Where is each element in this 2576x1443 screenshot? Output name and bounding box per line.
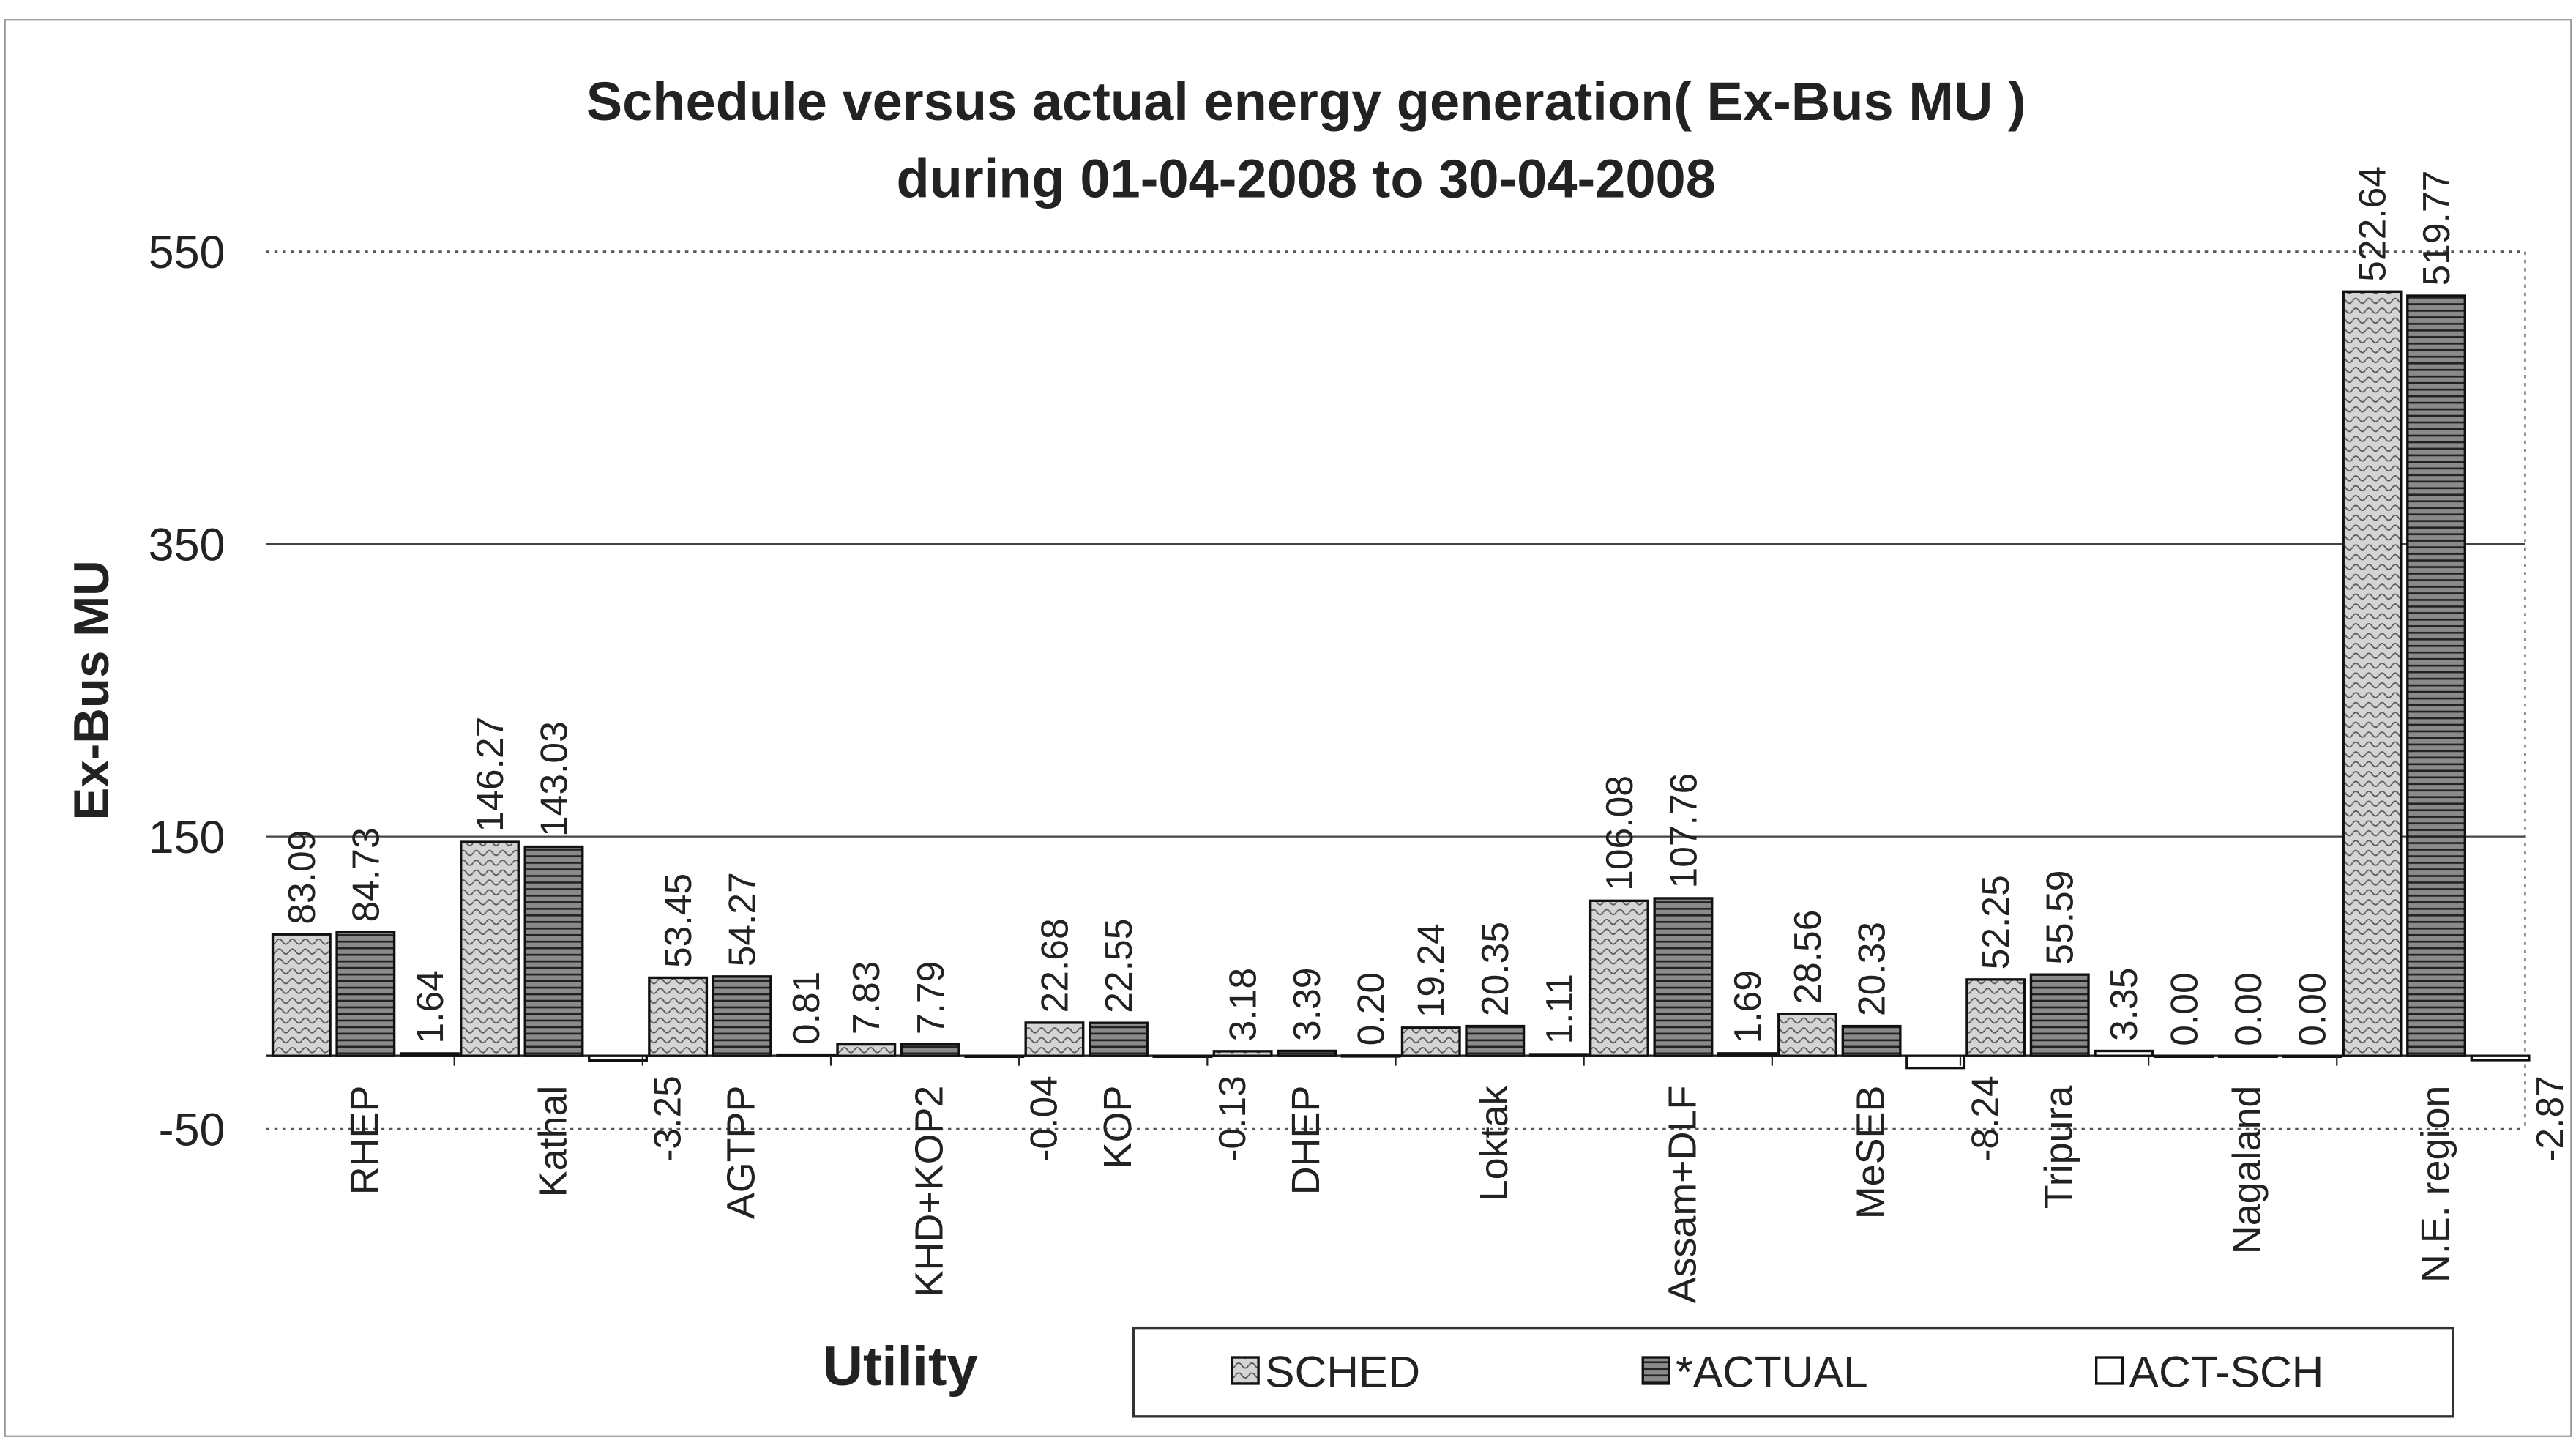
bar (1212, 1050, 1273, 1057)
data-label: 107.76 (1662, 773, 1704, 889)
bar (1717, 1052, 1777, 1057)
data-label: 522.64 (2351, 166, 2393, 282)
x-tick-label: Nagaland (2225, 1086, 2269, 1255)
data-label: 0.20 (1350, 972, 1392, 1045)
y-tick-label: 550 (149, 227, 225, 278)
data-label: 83.09 (280, 830, 323, 925)
data-label: 519.77 (2415, 171, 2457, 286)
data-label: 52.25 (1974, 875, 2017, 969)
x-tick-label: N.E. region (2413, 1086, 2457, 1283)
data-label: 106.08 (1598, 775, 1640, 891)
data-label: 1.69 (1726, 970, 1769, 1043)
x-tick-label: DHEP (1284, 1086, 1328, 1196)
data-label: 146.27 (468, 717, 511, 832)
bar (1653, 897, 1714, 1057)
bar (1528, 1053, 1589, 1057)
data-label: 0.81 (785, 972, 827, 1045)
data-label: 7.83 (845, 961, 887, 1034)
x-tick-label: Assam+DLF (1660, 1086, 1704, 1304)
x-tick-label: RHEP (343, 1086, 387, 1196)
data-label: 84.73 (344, 827, 387, 922)
chart-subtitle: during 01-04-2008 to 30-04-2008 (896, 149, 1715, 209)
data-label: 22.68 (1033, 918, 1075, 1013)
y-tick-label: 150 (149, 812, 225, 863)
bar (1841, 1024, 1902, 1057)
x-axis-title: Utility (823, 1335, 979, 1398)
bar (1905, 1054, 1966, 1070)
data-label: 55.59 (2039, 870, 2081, 965)
bar (2406, 294, 2467, 1057)
legend-label: SCHED (1265, 1346, 1420, 1396)
legend (1132, 1326, 2454, 1418)
data-label: 1.11 (1538, 974, 1580, 1045)
bar (1089, 1021, 1149, 1057)
bar (1777, 1013, 1838, 1057)
data-label: 28.56 (1786, 910, 1829, 1004)
bar (523, 845, 584, 1057)
data-label: 3.39 (1285, 968, 1328, 1041)
data-label: -8.24 (1963, 1075, 2006, 1162)
data-label: 54.27 (721, 872, 764, 966)
bar (1277, 1049, 1337, 1057)
legend-label: ACT-SCH (2129, 1346, 2324, 1396)
bar (399, 1052, 460, 1057)
bar (900, 1043, 960, 1057)
y-tick-label: 350 (149, 520, 225, 571)
bar (1965, 978, 2026, 1057)
data-label: 3.35 (2102, 968, 2145, 1041)
bar (335, 931, 396, 1057)
data-label: 0.00 (2291, 972, 2333, 1045)
x-tick-label: KHD+KOP2 (908, 1086, 952, 1297)
x-tick-label: Kathal (531, 1086, 575, 1198)
data-label: 7.79 (909, 961, 952, 1034)
data-label: 3.18 (1222, 968, 1264, 1041)
y-axis-title: Ex-Bus MU (64, 560, 119, 820)
bar (2470, 1054, 2531, 1062)
bar (2094, 1049, 2154, 1057)
legend-swatch (1641, 1356, 1670, 1385)
bar (836, 1043, 897, 1057)
bar (460, 840, 520, 1057)
bar (2029, 973, 2090, 1057)
data-label: 20.33 (1851, 922, 1893, 1016)
bar (271, 933, 332, 1057)
data-label: 0.00 (2227, 972, 2269, 1045)
data-label: 0.00 (2162, 972, 2205, 1045)
bar (2342, 290, 2403, 1057)
data-label: -0.13 (1211, 1075, 1253, 1162)
data-label: 143.03 (532, 721, 575, 837)
x-tick-label: KOP (1096, 1086, 1140, 1169)
bar (776, 1053, 837, 1057)
bar (1400, 1026, 1461, 1057)
data-label: -3.25 (646, 1075, 688, 1162)
bar (1588, 899, 1649, 1057)
data-label: -0.04 (1023, 1075, 1065, 1162)
bar (588, 1054, 648, 1062)
bar (648, 976, 709, 1057)
bar (712, 975, 772, 1057)
chart-title: Schedule versus actual energy generation… (586, 71, 2026, 132)
chart-frame (4, 19, 2572, 1437)
data-label: 53.45 (657, 873, 699, 968)
x-tick-label: MeSEB (1848, 1086, 1892, 1220)
legend-swatch (1231, 1356, 1260, 1385)
x-tick-label: Loktak (1472, 1085, 1516, 1202)
bar (1024, 1021, 1085, 1057)
y-tick-label: -50 (159, 1105, 225, 1156)
data-label: 20.35 (1474, 922, 1516, 1016)
x-tick-label: Tripura (2037, 1086, 2081, 1209)
data-label: 19.24 (1410, 923, 1452, 1018)
legend-swatch (2094, 1356, 2124, 1385)
bar (1465, 1024, 1526, 1057)
data-label: 1.64 (408, 970, 451, 1043)
data-label: -2.87 (2528, 1075, 2571, 1162)
x-tick-label: AGTPP (719, 1086, 763, 1220)
legend-label: *ACTUAL (1676, 1346, 1868, 1396)
data-label: 22.55 (1097, 919, 1140, 1013)
